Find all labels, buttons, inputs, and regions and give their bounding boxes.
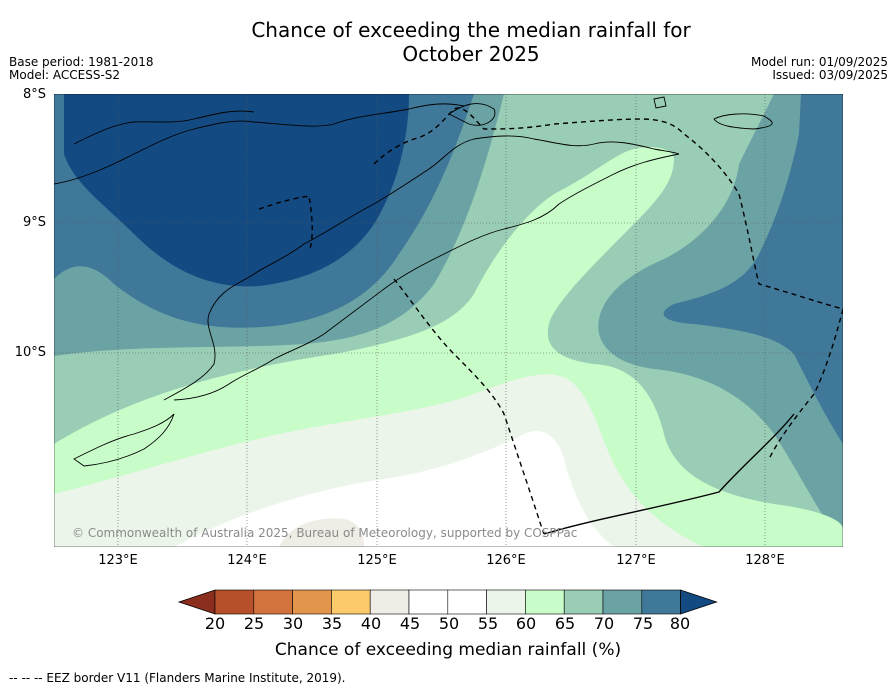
- eez-border: [258, 107, 843, 535]
- cbar-cell-11: [641, 589, 681, 615]
- lat-label-10s: 10°S: [14, 345, 46, 360]
- cbar-cell-6: [447, 589, 487, 615]
- lon-label-125e: 125°E: [357, 553, 397, 568]
- lon-label-128e: 128°E: [745, 553, 785, 568]
- coastlines: [54, 96, 773, 467]
- cbar-tick-40: 40: [360, 614, 382, 633]
- cbar-tick-75: 75: [632, 614, 654, 633]
- cbar-tick-55: 55: [477, 614, 499, 633]
- cbar-tick-80: 80: [669, 614, 691, 633]
- cbar-cell-4: [369, 589, 410, 615]
- lat-label-8s: 8°S: [22, 87, 46, 102]
- base-period: Base period: 1981-2018: [9, 55, 154, 69]
- colorbar: [177, 589, 718, 615]
- model-name: Model: ACCESS-S2: [9, 68, 121, 82]
- rote-coast: [73, 413, 175, 467]
- atauro-coast: [448, 103, 496, 126]
- eez-southern: [393, 278, 545, 535]
- meta-left: Base period: 1981-2018 Model: ACCESS-S2: [9, 56, 154, 82]
- rainfall-map: [54, 94, 843, 547]
- cbar-tick-50: 50: [438, 614, 460, 633]
- issued-date: Issued: 03/09/2025: [772, 68, 888, 82]
- cbar-tick-45: 45: [399, 614, 421, 633]
- cbar-tick-25: 25: [243, 614, 265, 633]
- cbar-cell-5: [408, 589, 449, 615]
- cbar-tick-70: 70: [593, 614, 615, 633]
- model-run: Model run: 01/09/2025: [750, 55, 888, 69]
- cbar-extend-high: [680, 589, 718, 615]
- eez-east-descent: [768, 308, 843, 460]
- copyright-text: © Commonwealth of Australia 2025, Bureau…: [72, 526, 578, 540]
- eez-oecusse: [258, 195, 313, 250]
- lon-label-127e: 127°E: [616, 553, 656, 568]
- cbar-tick-65: 65: [554, 614, 576, 633]
- meta-right: Model run: 01/09/2025 Issued: 03/09/2025: [751, 56, 888, 82]
- cbar-extend-low: [177, 589, 216, 615]
- eez-solid-segment: [543, 413, 795, 535]
- cbar-cell-10: [602, 589, 643, 615]
- alor-coast: [73, 110, 255, 145]
- graticule: [54, 94, 843, 547]
- cbar-tick-35: 35: [321, 614, 343, 633]
- cbar-cell-3: [331, 589, 371, 615]
- east-islands: [713, 113, 773, 130]
- map-title: Chance of exceeding the median rainfall …: [0, 18, 896, 66]
- cbar-cell-2: [292, 589, 332, 615]
- cbar-tick-20: 20: [204, 614, 226, 633]
- band-80-west: [64, 94, 409, 287]
- lon-label-126e: 126°E: [486, 553, 526, 568]
- cbar-tick-60: 60: [515, 614, 537, 633]
- title-line-2: October 2025: [402, 42, 540, 66]
- timor-coast-north: [163, 135, 680, 401]
- band-75-80-east: [663, 94, 843, 444]
- cbar-cell-9: [563, 589, 604, 615]
- title-line-1: Chance of exceeding the median rainfall …: [251, 18, 691, 42]
- cbar-cell-7: [486, 589, 526, 615]
- east-islet: [653, 96, 667, 109]
- wetar-coast: [54, 103, 465, 185]
- eez-timor-leste: [373, 107, 843, 310]
- cbar-cell-0: [214, 589, 255, 615]
- lat-label-9s: 9°S: [22, 215, 46, 230]
- lon-label-123e: 123°E: [98, 553, 138, 568]
- band-40-45: [279, 518, 364, 547]
- cbar-cell-8: [525, 589, 565, 615]
- cbar-cell-1: [253, 589, 293, 615]
- colorbar-title: Chance of exceeding median rainfall (%): [274, 640, 622, 660]
- band-45-55: [174, 430, 614, 547]
- timor-coast-south: [173, 153, 680, 401]
- cbar-tick-30: 30: [282, 614, 304, 633]
- lon-label-124e: 124°E: [227, 553, 267, 568]
- eez-footnote: -- -- -- EEZ border V11 (Flanders Marine…: [9, 671, 346, 685]
